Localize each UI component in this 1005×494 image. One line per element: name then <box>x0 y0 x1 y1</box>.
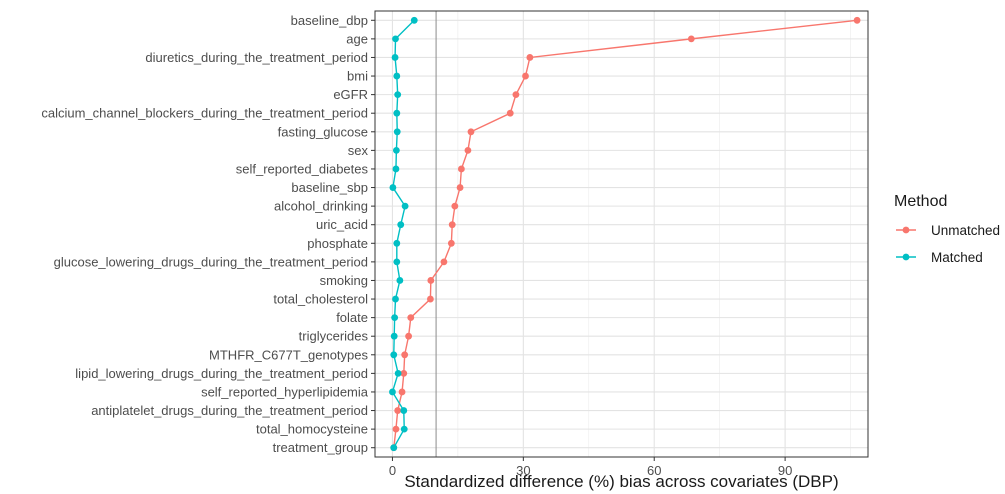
data-point-unmatched <box>427 295 434 303</box>
y-tick-label: total_homocysteine <box>256 422 368 437</box>
data-point-matched <box>392 165 400 173</box>
x-tick-label: 90 <box>778 463 792 478</box>
series-group <box>389 16 861 452</box>
data-point-unmatched <box>400 369 408 377</box>
x-tick-label: 0 <box>389 463 396 478</box>
data-point-unmatched <box>394 407 402 414</box>
data-point-unmatched <box>407 314 415 322</box>
y-tick-label: triglycerides <box>299 329 369 344</box>
data-point-matched <box>393 258 401 266</box>
y-tick-label: smoking <box>320 273 368 288</box>
data-point-unmatched <box>464 146 472 154</box>
data-point-matched <box>401 202 409 210</box>
data-point-unmatched <box>457 165 465 173</box>
data-point-unmatched <box>451 202 459 210</box>
y-tick-label: MTHFR_C677T_genotypes <box>209 347 368 362</box>
y-tick-label: folate <box>336 310 368 325</box>
data-point-unmatched <box>447 239 455 247</box>
legend-label-matched: Matched <box>931 250 983 265</box>
y-tick-label: treatment_group <box>273 440 368 455</box>
grid <box>375 11 868 457</box>
y-tick-label: baseline_sbp <box>291 180 368 195</box>
y-tick-label: glucose_lowering_drugs_during_the_treatm… <box>54 254 368 269</box>
legend-key-point-matched <box>902 253 910 261</box>
data-point-matched <box>393 239 401 247</box>
data-point-unmatched <box>401 351 409 359</box>
y-tick-label: alcohol_drinking <box>274 199 368 214</box>
y-tick-label: bmi <box>347 69 368 84</box>
data-point-unmatched <box>853 16 861 24</box>
data-point-matched <box>410 16 418 24</box>
data-point-unmatched <box>456 184 464 191</box>
data-point-unmatched <box>687 35 695 43</box>
y-tick-label: total_cholesterol <box>273 292 368 307</box>
data-point-matched <box>393 109 401 117</box>
y-tick-label: eGFR <box>333 87 368 102</box>
data-point-matched <box>390 351 398 359</box>
data-point-matched <box>389 184 397 191</box>
data-point-unmatched <box>526 54 534 61</box>
y-tick-label: fasting_glucose <box>278 124 368 139</box>
data-point-matched <box>392 35 399 43</box>
x-tick-label: 30 <box>516 463 530 478</box>
data-point-matched <box>393 128 401 136</box>
data-point-matched <box>392 146 400 154</box>
y-tick-label: antiplatelet_drugs_during_the_treatment_… <box>91 403 368 418</box>
data-point-unmatched <box>448 221 456 229</box>
data-point-unmatched <box>427 277 435 284</box>
data-point-unmatched <box>398 388 406 396</box>
data-point-matched <box>396 277 404 284</box>
data-point-unmatched <box>512 91 520 99</box>
data-point-unmatched <box>467 128 475 136</box>
data-point-matched <box>393 72 401 80</box>
y-tick-label: age <box>346 31 368 46</box>
y-tick-label: uric_acid <box>316 217 368 232</box>
data-point-unmatched <box>405 332 412 340</box>
panel-background <box>375 11 868 457</box>
legend-key-point-unmatched <box>902 226 910 234</box>
y-tick-label: phosphate <box>307 236 368 251</box>
data-point-matched <box>391 314 399 322</box>
y-tick-label: diuretics_during_the_treatment_period <box>145 50 368 65</box>
x-tick-label: 60 <box>647 463 661 478</box>
data-point-unmatched <box>392 425 400 433</box>
data-point-matched <box>400 407 408 414</box>
data-point-matched <box>392 295 399 303</box>
y-tick-label: baseline_dbp <box>291 13 368 28</box>
data-point-matched <box>391 54 399 61</box>
data-point-matched <box>394 369 402 377</box>
y-tick-label: sex <box>348 143 369 158</box>
y-tick-label: self_reported_diabetes <box>236 161 369 176</box>
data-point-matched <box>394 91 402 99</box>
panel-border <box>374 10 869 458</box>
y-tick-label: self_reported_hyperlipidemia <box>201 384 369 399</box>
legend: Method Unmatched Matched <box>894 193 1000 265</box>
data-point-matched <box>397 221 405 229</box>
data-point-matched <box>400 425 408 433</box>
data-point-unmatched <box>440 258 448 266</box>
y-tick-label: calcium_channel_blockers_during_the_trea… <box>41 106 368 121</box>
data-point-matched <box>389 388 396 396</box>
x-axis-title: Standardized difference (%) bias across … <box>404 472 838 491</box>
data-point-unmatched <box>506 109 514 117</box>
data-point-matched <box>390 444 398 452</box>
data-point-matched <box>390 332 398 340</box>
x-axis: 0 30 60 90 <box>389 457 792 478</box>
legend-title: Method <box>894 193 947 210</box>
y-tick-label: lipid_lowering_drugs_during_the_treatmen… <box>75 366 368 381</box>
legend-label-unmatched: Unmatched <box>931 223 1000 238</box>
data-point-unmatched <box>522 72 529 80</box>
